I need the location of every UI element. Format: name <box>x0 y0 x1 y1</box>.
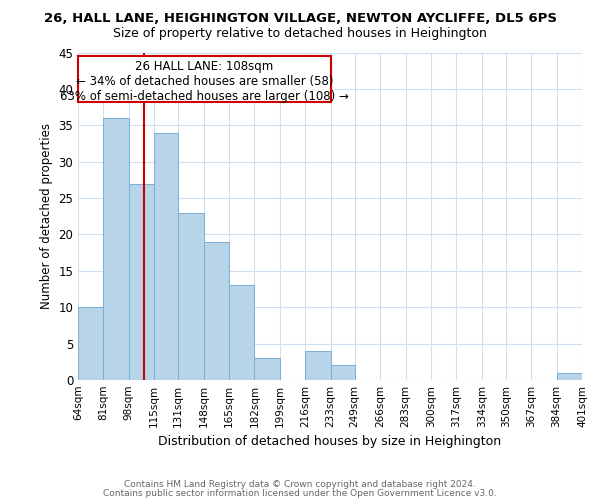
Bar <box>203 242 229 380</box>
Bar <box>178 212 203 380</box>
Bar <box>129 184 154 380</box>
FancyBboxPatch shape <box>78 56 331 102</box>
Bar <box>305 351 331 380</box>
X-axis label: Distribution of detached houses by size in Heighington: Distribution of detached houses by size … <box>158 436 502 448</box>
Text: Contains public sector information licensed under the Open Government Licence v3: Contains public sector information licen… <box>103 489 497 498</box>
Y-axis label: Number of detached properties: Number of detached properties <box>40 123 53 309</box>
Text: 63% of semi-detached houses are larger (108) →: 63% of semi-detached houses are larger (… <box>60 90 349 104</box>
Text: Contains HM Land Registry data © Crown copyright and database right 2024.: Contains HM Land Registry data © Crown c… <box>124 480 476 489</box>
Bar <box>557 372 582 380</box>
Bar <box>78 307 103 380</box>
Bar <box>331 366 355 380</box>
Text: Size of property relative to detached houses in Heighington: Size of property relative to detached ho… <box>113 28 487 40</box>
Text: 26, HALL LANE, HEIGHINGTON VILLAGE, NEWTON AYCLIFFE, DL5 6PS: 26, HALL LANE, HEIGHINGTON VILLAGE, NEWT… <box>44 12 557 26</box>
Bar <box>103 118 129 380</box>
Text: 26 HALL LANE: 108sqm: 26 HALL LANE: 108sqm <box>135 60 274 73</box>
Bar <box>254 358 280 380</box>
Text: ← 34% of detached houses are smaller (58): ← 34% of detached houses are smaller (58… <box>76 75 333 88</box>
Bar <box>154 132 178 380</box>
Bar <box>229 286 254 380</box>
